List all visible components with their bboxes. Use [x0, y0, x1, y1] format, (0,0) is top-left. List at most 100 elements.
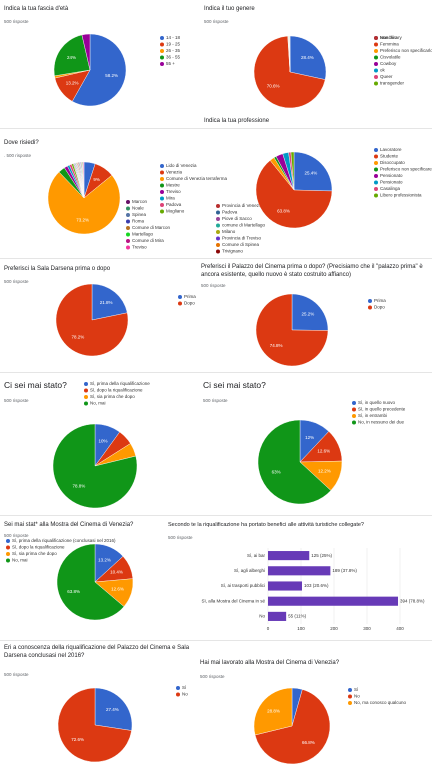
x-tick-label: 400 — [396, 626, 404, 631]
legend-swatch — [216, 243, 220, 247]
x-tick-label: 300 — [363, 626, 371, 631]
legend-label: Pensionato — [380, 180, 403, 185]
slice-label: 72.6% — [71, 737, 84, 742]
legend-swatch — [374, 187, 378, 191]
x-tick-label: 200 — [330, 626, 338, 631]
pie-slice — [253, 35, 326, 109]
slice-label: 66.8% — [302, 740, 315, 745]
legend-label: Sì, prima della riqualificazione — [90, 381, 150, 386]
chart-title: Indica la tua fascia d'età — [4, 6, 69, 12]
slice-label: 12.6% — [111, 586, 124, 591]
legend-label: Preferisco non specificare — [380, 167, 432, 172]
y-tick-label: Sì, ai bar — [247, 553, 266, 558]
bar-label: 125 (25%) — [311, 553, 332, 558]
legend-swatch — [348, 701, 352, 705]
legend-swatch — [160, 196, 164, 201]
pie-slice — [254, 689, 331, 765]
bar-label: 394 (78.8%) — [400, 598, 425, 603]
legend-label: Sì, in quello nuovo — [358, 400, 396, 405]
chart-title: Ci sei mai stato? — [203, 380, 266, 390]
legend-label: Piove di Sacco — [222, 216, 252, 221]
legend-swatch — [374, 193, 378, 198]
legend-label: Marcon — [132, 199, 148, 204]
chart-title: Indica la tua professione — [204, 118, 270, 124]
legend-swatch — [6, 545, 10, 550]
legend-swatch — [374, 180, 378, 185]
legend-swatch — [348, 694, 352, 699]
legend-swatch — [160, 42, 164, 47]
slice-label: 12.2% — [318, 468, 331, 473]
slice-label: 13.2% — [98, 558, 111, 563]
slice-label: 13.2% — [66, 81, 79, 86]
slice-label: 63.8% — [67, 589, 80, 594]
legend-swatch — [160, 190, 164, 194]
bar-label: 55 (11%) — [288, 614, 306, 619]
legend-label: Disoccupato — [380, 160, 405, 165]
legend-swatch — [216, 204, 220, 208]
bar-label: 103 (20.6%) — [304, 583, 329, 588]
chart-subtitle: 500 risposte — [204, 19, 229, 24]
legend-swatch — [126, 213, 130, 217]
legend-swatch — [84, 395, 88, 399]
chart-title: Ci sei mai stato? — [4, 380, 67, 390]
legend-label: Sì, dopo la riqualificazione — [12, 545, 65, 550]
separator — [0, 515, 432, 516]
separator — [0, 258, 432, 259]
pie-slice — [289, 35, 327, 80]
legend-swatch — [352, 414, 356, 418]
pie-slice — [83, 161, 85, 199]
slice-label: 63% — [272, 470, 281, 475]
chart-subtitle: 500 risposte — [4, 19, 29, 24]
slice-label: 12.6% — [317, 449, 330, 454]
legend-swatch — [126, 206, 130, 211]
bar — [268, 611, 287, 621]
legend-label: Sì, sia prima che dopo — [12, 551, 57, 556]
legend-swatch — [84, 388, 88, 393]
chart-subtitle: 500 risposte — [200, 674, 225, 679]
legend-swatch — [126, 232, 130, 237]
slice-label: 27.4% — [106, 707, 119, 712]
legend-label: Comune di Spinea — [222, 242, 260, 247]
legend-swatch — [176, 686, 180, 690]
slice-label: 70.6% — [267, 84, 280, 89]
legend-label: Sì — [354, 687, 358, 692]
legend-swatch — [84, 382, 88, 386]
legend-label: Spinea — [132, 212, 147, 217]
chart-subtitle: 500 risposte — [4, 398, 29, 403]
legend-swatch — [368, 305, 372, 310]
legend-label: Provincia di Venezia — [222, 203, 263, 208]
legend-label: Martellago — [132, 232, 154, 237]
pie-slice — [57, 687, 132, 763]
legend-swatch — [160, 164, 164, 168]
legend-swatch — [374, 167, 378, 172]
legend-label: Comune di Marcon — [132, 225, 171, 230]
legend-label: Comune di Venezia terraferma — [166, 176, 228, 181]
legend-swatch — [160, 203, 164, 207]
legend-swatch — [374, 42, 378, 47]
legend-swatch — [374, 154, 378, 159]
legend-swatch — [216, 236, 220, 241]
legend-label: Padova — [166, 202, 182, 207]
legend-label: Sì, in quello precedente — [358, 407, 406, 412]
legend-swatch — [160, 209, 164, 214]
chart-subtitle: . 500 risposte — [4, 153, 32, 158]
legend-label: No, ma conosco qualcuno — [354, 700, 407, 705]
legend-label: 14 - 18 — [166, 35, 181, 40]
legend-swatch — [368, 299, 372, 303]
legend-swatch — [352, 401, 356, 405]
x-tick-label: 100 — [297, 626, 305, 631]
x-tick-label: 0 — [267, 626, 270, 631]
legend-label: 55 + — [166, 61, 175, 66]
legend-label: Provincia di Treviso — [222, 236, 262, 241]
legend-swatch — [160, 177, 164, 181]
slice-label: 10% — [99, 438, 108, 443]
slice-label: 78.2% — [71, 334, 84, 339]
pie-slice — [257, 419, 332, 505]
chart-title: Dove risiedi? — [4, 140, 39, 146]
slice-label: 58.2% — [105, 73, 118, 78]
legend-swatch — [126, 239, 130, 243]
bar — [268, 551, 310, 561]
legend-swatch — [374, 62, 378, 66]
pie-slice — [293, 151, 333, 192]
